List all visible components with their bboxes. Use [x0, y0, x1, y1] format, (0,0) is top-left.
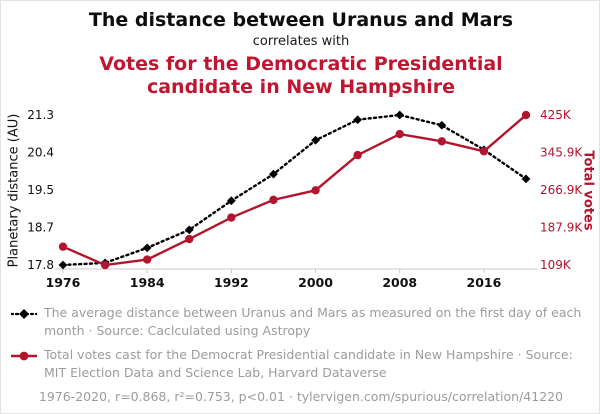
svg-text:425K: 425K [540, 108, 572, 122]
svg-text:187.9K: 187.9K [540, 221, 583, 235]
legend-text-votes: Total votes cast for the Democrat Presid… [44, 347, 573, 380]
svg-text:345.9K: 345.9K [540, 146, 583, 160]
legend-item-votes: Total votes cast for the Democrat Presid… [11, 346, 593, 381]
footer-stats-and-url: 1976-2020, r=0.868, r²=0.753, p<0.01 · t… [38, 389, 564, 404]
svg-text:2000: 2000 [298, 275, 333, 290]
legend-text-distance: The average distance between Uranus and … [44, 305, 582, 338]
svg-text:21.3: 21.3 [27, 108, 54, 122]
svg-text:2016: 2016 [467, 275, 502, 290]
page-title: The distance between Uranus and Mars [88, 9, 514, 31]
svg-text:17.8: 17.8 [27, 258, 54, 272]
chart-svg: 1976 1984 1992 2000 2008 2016 17.8 18.7 19.5 20.4… [27, 108, 583, 290]
correlates-with-label: correlates with [252, 34, 350, 49]
svg-text:19.5: 19.5 [27, 183, 54, 197]
svg-text:2008: 2008 [382, 275, 417, 290]
svg-text:1992: 1992 [214, 275, 249, 290]
secondary-title: Votes for the Democratic Presidential ca… [99, 53, 503, 99]
legend-item-distance: The average distance between Uranus and … [11, 304, 593, 339]
chart-header: The distance between Uranus and Mars cor… [1, 7, 599, 99]
svg-text:20.4: 20.4 [27, 146, 54, 160]
svg-text:1976: 1976 [46, 275, 81, 290]
svg-text:266.9K: 266.9K [540, 183, 583, 197]
votes-series-marker-icon [11, 351, 37, 361]
distance-series-marker-icon [11, 309, 37, 319]
svg-text:109K: 109K [540, 258, 572, 272]
svg-text:18.7: 18.7 [27, 221, 54, 235]
svg-text:1984: 1984 [130, 275, 165, 290]
